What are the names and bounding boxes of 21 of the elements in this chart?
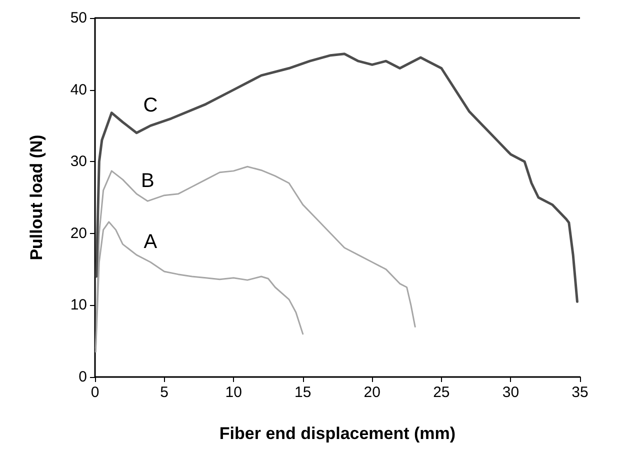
series-label: A (144, 231, 158, 254)
x-tick-label: 25 (433, 384, 450, 401)
x-tick-label: 15 (294, 384, 312, 401)
y-tick-label: 50 (70, 10, 87, 26)
x-tick-label: 35 (572, 384, 588, 401)
x-tick-label: 20 (364, 384, 380, 401)
series-label: B (140, 170, 154, 192)
series-label: C (143, 94, 158, 117)
y-tick-label: 0 (78, 368, 87, 386)
y-axis-title: Pullout load (N) (27, 134, 46, 260)
x-axis-title: Fiber end displacement (mm) (219, 424, 456, 443)
x-tick-label: 0 (90, 384, 100, 401)
y-tick-label: 10 (70, 296, 87, 314)
x-tick-label: 30 (502, 384, 520, 401)
y-tick-label: 20 (70, 224, 87, 242)
x-tick-label: 5 (160, 384, 168, 401)
y-tick-label: 30 (70, 153, 87, 170)
y-tick-label: 40 (70, 81, 87, 98)
line-series (94, 166, 416, 350)
x-tick-label: 10 (225, 384, 242, 401)
line-series (95, 52, 578, 303)
